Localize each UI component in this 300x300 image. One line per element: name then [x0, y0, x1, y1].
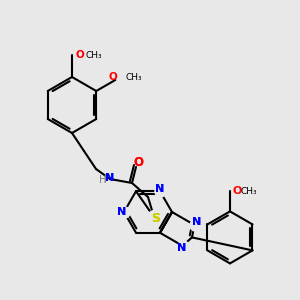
- Text: N: N: [105, 173, 115, 183]
- Text: O: O: [133, 157, 143, 169]
- Text: O: O: [133, 157, 143, 169]
- Text: N: N: [117, 207, 127, 217]
- Text: S: S: [152, 212, 160, 224]
- Text: CH₃: CH₃: [125, 73, 142, 82]
- Text: N: N: [192, 217, 201, 227]
- Text: O: O: [109, 72, 118, 82]
- Text: H: H: [99, 175, 107, 185]
- Text: S: S: [152, 212, 160, 224]
- Text: N: N: [192, 217, 201, 227]
- Text: CH₃: CH₃: [85, 50, 102, 59]
- Text: N: N: [177, 243, 186, 253]
- Text: N: N: [155, 184, 165, 194]
- Text: S: S: [152, 212, 160, 224]
- Text: N: N: [177, 243, 186, 253]
- Text: CH₃: CH₃: [241, 187, 258, 196]
- Text: N: N: [155, 184, 165, 194]
- Text: H: H: [99, 175, 107, 185]
- Text: N: N: [105, 173, 115, 183]
- Text: N: N: [117, 207, 127, 217]
- Text: O: O: [76, 50, 85, 60]
- Text: O: O: [233, 186, 242, 197]
